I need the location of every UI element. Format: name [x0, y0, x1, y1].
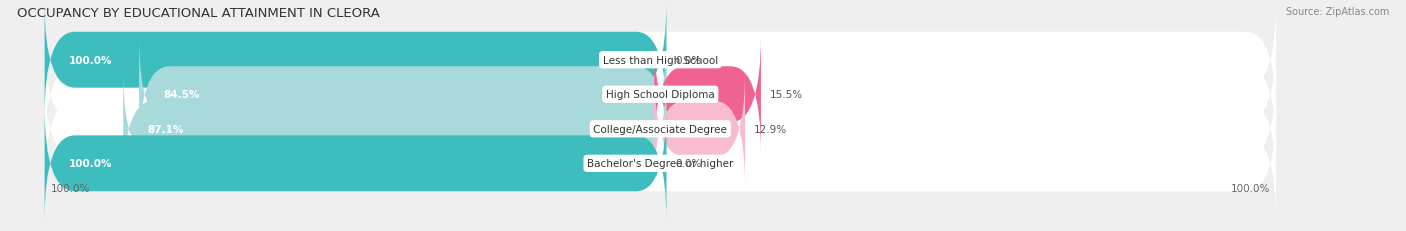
- Text: 15.5%: 15.5%: [769, 90, 803, 100]
- FancyBboxPatch shape: [45, 37, 1277, 153]
- FancyBboxPatch shape: [45, 71, 1277, 187]
- Text: 100.0%: 100.0%: [1230, 183, 1270, 193]
- Text: 0.0%: 0.0%: [675, 55, 702, 65]
- FancyBboxPatch shape: [654, 71, 745, 187]
- FancyBboxPatch shape: [45, 2, 1277, 119]
- Text: OCCUPANCY BY EDUCATIONAL ATTAINMENT IN CLEORA: OCCUPANCY BY EDUCATIONAL ATTAINMENT IN C…: [17, 7, 380, 20]
- Text: 100.0%: 100.0%: [69, 159, 112, 169]
- Text: 100.0%: 100.0%: [69, 55, 112, 65]
- Text: 100.0%: 100.0%: [51, 183, 90, 193]
- Text: 0.0%: 0.0%: [675, 159, 702, 169]
- Text: Source: ZipAtlas.com: Source: ZipAtlas.com: [1285, 7, 1389, 17]
- FancyBboxPatch shape: [124, 71, 666, 187]
- FancyBboxPatch shape: [654, 37, 761, 153]
- Text: 84.5%: 84.5%: [163, 90, 200, 100]
- FancyBboxPatch shape: [45, 106, 666, 222]
- FancyBboxPatch shape: [45, 106, 1277, 222]
- Text: 12.9%: 12.9%: [754, 124, 787, 134]
- FancyBboxPatch shape: [45, 2, 666, 119]
- Text: High School Diploma: High School Diploma: [606, 90, 714, 100]
- Text: 87.1%: 87.1%: [148, 124, 184, 134]
- Text: Less than High School: Less than High School: [603, 55, 718, 65]
- Text: Bachelor's Degree or higher: Bachelor's Degree or higher: [588, 159, 734, 169]
- FancyBboxPatch shape: [139, 37, 666, 153]
- Text: College/Associate Degree: College/Associate Degree: [593, 124, 727, 134]
